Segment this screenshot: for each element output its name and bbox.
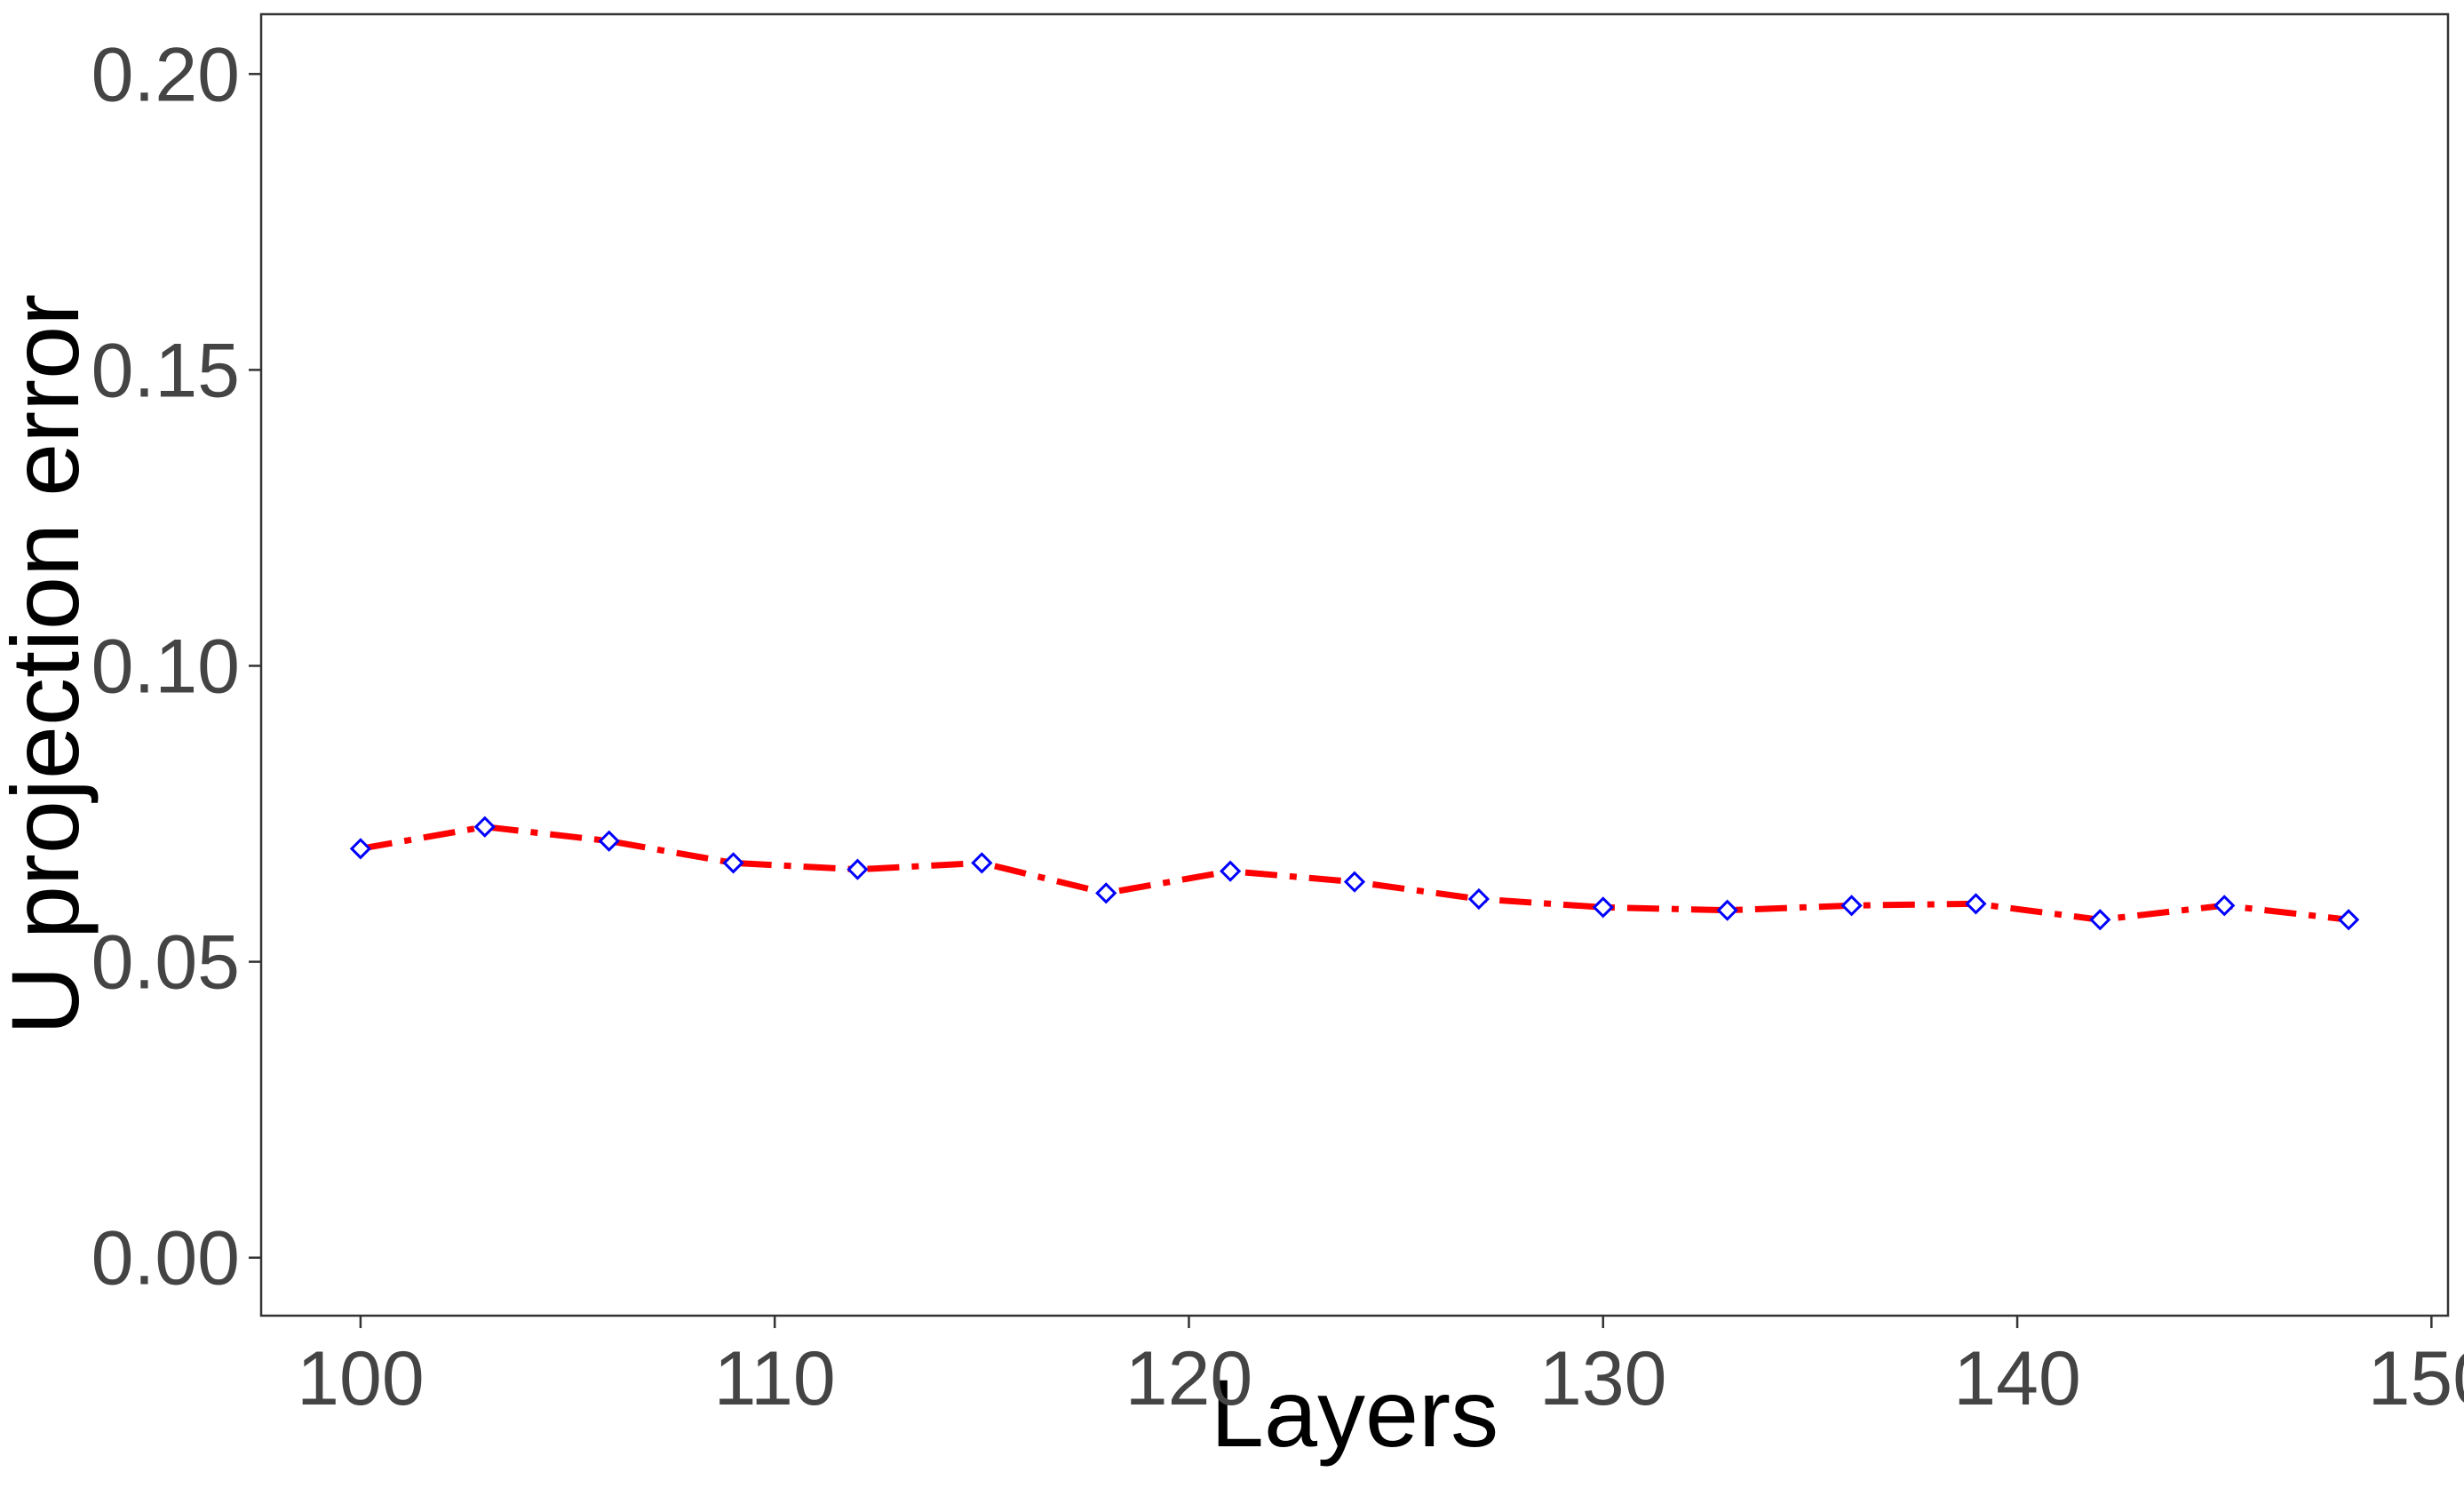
data-point bbox=[847, 858, 869, 880]
y-tick-label: 0.10 bbox=[91, 624, 240, 709]
x-tick-label: 140 bbox=[1953, 1336, 2081, 1421]
data-point bbox=[1467, 887, 1490, 911]
data-point bbox=[2089, 909, 2111, 931]
y-tick-label: 0.20 bbox=[91, 32, 240, 117]
data-point bbox=[1219, 860, 1242, 882]
data-point bbox=[1343, 871, 1366, 893]
plot-border bbox=[259, 12, 2450, 1317]
x-axis-title: Layers bbox=[1211, 1359, 1498, 1467]
data-point bbox=[722, 852, 744, 874]
x-tick-label: 150 bbox=[2368, 1336, 2464, 1421]
data-point bbox=[473, 816, 496, 838]
x-tick-label: 120 bbox=[1125, 1336, 1253, 1421]
data-point bbox=[598, 830, 620, 852]
data-point bbox=[1965, 893, 1987, 915]
y-axis-title: U projection error bbox=[0, 294, 99, 1035]
data-point bbox=[971, 852, 993, 874]
data-point bbox=[1716, 899, 1738, 921]
y-tick-label: 0.15 bbox=[91, 328, 240, 413]
data-point bbox=[2214, 895, 2236, 917]
data-point bbox=[1592, 896, 1614, 919]
data-point bbox=[1095, 882, 1117, 904]
x-tick-label: 130 bbox=[1539, 1336, 1667, 1421]
data-point bbox=[2337, 909, 2360, 931]
data-point bbox=[349, 838, 372, 860]
x-tick-label: 100 bbox=[297, 1336, 425, 1421]
y-tick-label: 0.00 bbox=[91, 1216, 240, 1301]
x-tick-label: 110 bbox=[714, 1336, 836, 1421]
data-point bbox=[1840, 895, 1863, 917]
y-tick-label: 0.05 bbox=[91, 920, 240, 1006]
